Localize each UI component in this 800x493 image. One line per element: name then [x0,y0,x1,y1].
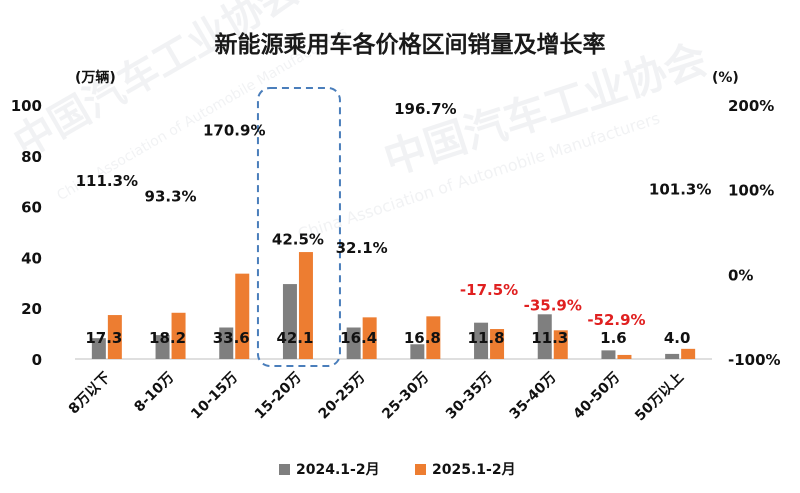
left-tick-label: 40 [21,249,42,267]
bar-2024 [219,327,234,359]
left-tick-label: 60 [21,199,42,217]
right-tick-label: -100% [728,351,781,369]
growth-label: 196.7% [394,100,456,118]
legend-label-2025: 2025.1-2月 [432,462,516,478]
growth-label: 111.3% [76,172,138,190]
left-axis-ticks: 0 20 40 60 80 100 [11,97,42,369]
value-label: 16.4 [340,329,377,347]
value-label: 17.3 [85,329,122,347]
left-tick-label: 80 [21,148,42,166]
x-tick-label: 35-40万 [507,370,560,423]
bar-2024 [474,322,489,359]
value-label: 11.3 [531,329,568,347]
right-tick-label: 200% [728,97,774,115]
growth-label: 170.9% [203,122,265,140]
bar-2025 [107,315,122,359]
value-label: 4.0 [664,329,691,347]
right-axis-unit: (%) [712,70,739,86]
right-tick-label: 100% [728,182,774,200]
bar-2024 [665,353,680,359]
bar-2025 [171,312,186,359]
growth-label: -35.9% [524,297,582,315]
bar-2024 [537,314,552,359]
right-tick-label: 0% [728,266,753,284]
left-axis-unit: (万辆) [75,69,116,86]
value-label: 11.8 [468,329,505,347]
growth-label: 101.3% [649,181,711,199]
growth-label: 32.1% [336,239,388,257]
x-tick-label: 10-15万 [188,370,241,423]
bar-2025 [298,252,313,359]
left-tick-label: 20 [21,300,42,318]
value-label: 33.6 [213,329,250,347]
legend-label-2024: 2024.1-2月 [296,462,380,478]
legend: 2024.1-2月 2025.1-2月 [279,462,516,478]
left-tick-label: 100 [11,97,42,115]
x-tick-label: 40-50万 [570,370,623,423]
x-tick-label: 20-25万 [316,370,369,423]
right-axis-ticks: -100% 0% 100% 200% [728,97,781,369]
bar-2025 [362,317,377,359]
bar-2024 [346,327,361,359]
bar-2024 [155,335,170,359]
bar-2025 [235,273,250,359]
bar-2025 [426,316,441,359]
growth-label: -17.5% [460,281,518,299]
growth-label: 93.3% [145,187,197,205]
x-tick-label: 30-35万 [443,370,496,423]
x-tick-label: 25-30万 [379,370,432,423]
growth-label: 42.5% [272,230,324,248]
bar-2025 [490,329,505,359]
bar-2024 [410,344,425,359]
bar-2025 [617,354,632,359]
value-label: 18.2 [149,329,186,347]
value-label: 1.6 [600,329,627,347]
chart-title: 新能源乘用车各价格区间销量及增长率 [215,31,606,58]
growth-label: -52.9% [587,311,645,329]
highlight-box [256,87,341,367]
bar-2025 [553,330,568,359]
bar-2024 [91,338,106,359]
value-labels: 17.3 18.2 33.6 42.1 16.4 16.8 11.8 11.3 1.6 4.0 [85,329,690,347]
legend-swatch-2024 [279,464,290,475]
left-tick-label: 0 [32,351,42,369]
bar-2024 [601,350,616,359]
growth-labels: 111.3%93.3%170.9%42.5% 32.1%196.7%-17.5%-… [76,100,712,329]
bars [91,252,696,359]
value-label: 42.1 [276,329,313,347]
x-tick-label: 50万以上 [632,370,687,425]
legend-swatch-2025 [415,464,426,475]
bar-2025 [681,348,696,359]
value-label: 16.8 [404,329,441,347]
x-axis-ticks: 8万以下 8-10万 10-15万 15-20万 20-25万 25-30万 30-35万 3… [66,370,687,425]
bar-2024 [282,284,297,359]
x-tick-label: 8-10万 [131,370,177,416]
x-tick-label: 8万以下 [66,370,114,418]
x-tick-label: 15-20万 [252,370,305,423]
